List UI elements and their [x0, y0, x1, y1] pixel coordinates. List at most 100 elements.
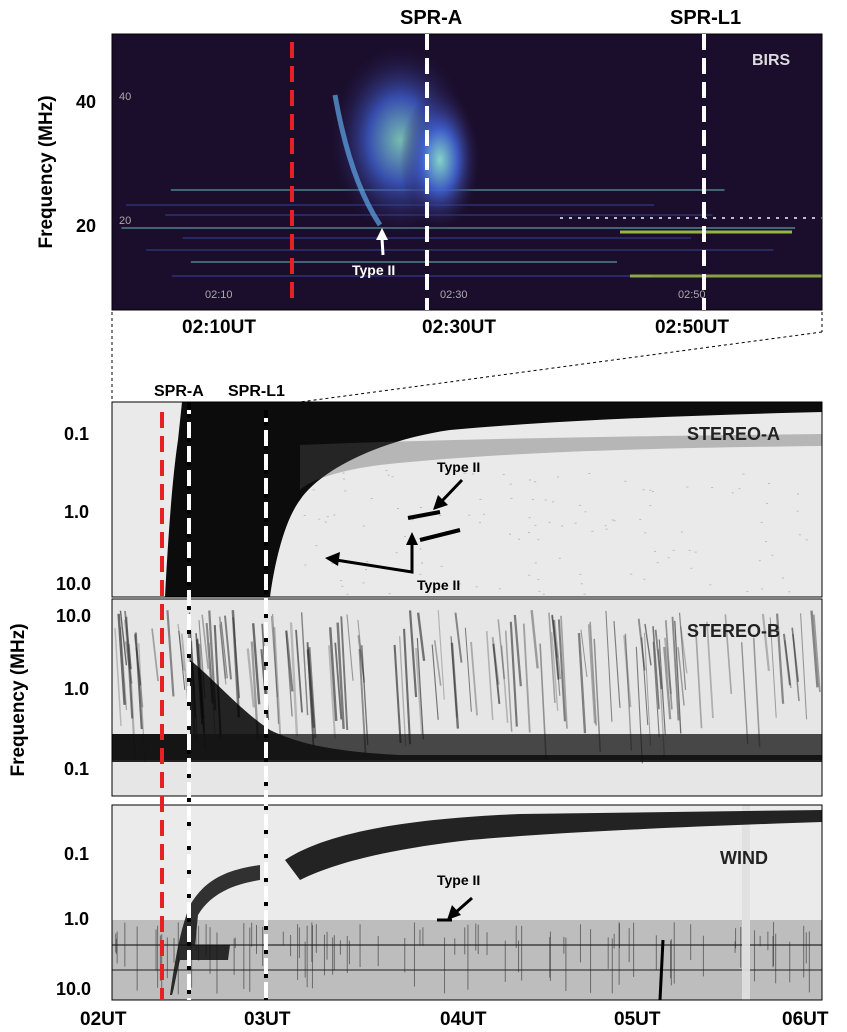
wind-data-gap	[742, 805, 750, 1000]
stereo-b-streak	[550, 631, 559, 711]
birs-inner-0250: 02:50	[678, 289, 706, 301]
stereo-b-streak	[800, 613, 808, 720]
stereo-b-streak	[665, 620, 673, 710]
stereo-a-speck	[385, 470, 388, 472]
stereo-a-speck	[440, 565, 443, 567]
wind-type-ii-arrow	[447, 896, 473, 920]
birs-xtick-0210: 02:10UT	[182, 317, 256, 338]
stereo-b-streak	[289, 622, 299, 737]
xtick-03ut: 03UT	[244, 1009, 291, 1030]
stereo-a-speck	[315, 545, 318, 547]
stereo-b-streak	[513, 614, 522, 687]
stereo-b-ytick-10: 1.0	[64, 679, 89, 699]
stereo-a-speck	[475, 586, 478, 588]
stereo-a-speck	[537, 539, 540, 541]
stereo-a-speck	[644, 532, 647, 534]
stereo-b-streak	[553, 620, 561, 696]
stereo-b-streak	[593, 638, 601, 753]
stereo-b-streak	[306, 642, 315, 748]
birs-inner-0210: 02:10	[205, 289, 233, 301]
stereo-a-speck	[796, 510, 799, 512]
birs-inner-0230: 02:30	[440, 289, 468, 301]
stereo-a-speck	[766, 503, 769, 505]
stereo-a-ytick-100: 10.0	[56, 574, 91, 594]
stereo-a-speck	[556, 476, 559, 478]
stereo-b-streak	[220, 621, 228, 679]
stereo-b-streak	[775, 613, 785, 704]
birs-inner-40: 40	[119, 91, 131, 103]
stereo-a-speck	[527, 531, 530, 533]
stereo-b-streak	[784, 640, 792, 689]
stereo-a-speck	[544, 499, 547, 501]
stereo-a-speck	[424, 580, 427, 582]
stereo-a-speck	[686, 486, 689, 488]
stereo-b-streak	[232, 617, 241, 699]
stereo-b-streak	[522, 623, 531, 733]
stereo-b-streak	[252, 623, 261, 705]
stereo-b-streak	[224, 615, 232, 680]
stereo-a-speck	[542, 593, 545, 595]
stereo-a-speck	[761, 588, 764, 590]
stereo-b-streak	[133, 634, 142, 686]
stereo-b-streak	[782, 633, 791, 686]
stereo-b-streak	[271, 614, 280, 724]
stereo-a-speck	[760, 521, 763, 523]
stereo-a-speck	[579, 573, 582, 575]
stereo-a-speck	[528, 479, 531, 481]
stereo-b-streak	[497, 619, 506, 680]
stereo-b-streak	[114, 627, 122, 727]
stereo-b-streak	[551, 614, 560, 680]
stereo-b-panel: STEREO-B 10.0 1.0 0.1 Frequency (MHz)	[8, 598, 823, 797]
stereo-b-streak	[587, 624, 596, 724]
wind-dark-emission	[285, 810, 822, 880]
stereo-b-streak	[613, 621, 621, 708]
stereo-a-speck	[667, 557, 670, 559]
stereo-a-panel-label: STEREO-A	[687, 424, 780, 444]
stereo-a-speck	[333, 514, 336, 516]
stereo-b-streak	[580, 629, 588, 678]
stereo-a-speck	[365, 569, 368, 571]
stereo-a-speck	[583, 593, 586, 595]
stereo-a-speck	[680, 531, 683, 533]
stereo-b-streak	[548, 612, 556, 704]
birs-xtick-0230: 02:30UT	[422, 317, 496, 338]
stereo-a-ytick-10: 1.0	[64, 502, 89, 522]
stereo-b-streak	[791, 627, 800, 682]
wind-texture	[112, 805, 822, 1001]
wind-frame	[111, 804, 823, 1001]
stereo-b-streak	[740, 642, 749, 744]
stereo-b-streak	[454, 612, 463, 663]
stereo-b-streak	[246, 648, 255, 708]
stereo-a-speck	[479, 498, 482, 500]
stereo-b-streak	[273, 626, 282, 738]
stereo-b-streak	[530, 610, 539, 669]
stereo-a-speck	[558, 557, 561, 559]
stereo-b-dark-band	[112, 734, 822, 760]
stereo-b-streak	[336, 622, 345, 729]
stereo-b-streak	[328, 645, 337, 739]
stereo-b-streak	[769, 617, 777, 718]
stereo-a-speck	[312, 489, 315, 491]
stereo-a-speck	[531, 499, 534, 501]
birs-ytick-20: 20	[76, 216, 96, 236]
stereo-a-speck	[326, 516, 329, 518]
stereo-b-streak	[270, 616, 278, 697]
stereo-b-streak	[810, 610, 819, 688]
stereo-a-speck	[341, 585, 344, 587]
stereo-a-speck	[509, 533, 512, 535]
stereo-a-speck	[548, 521, 551, 523]
stereo-a-speck	[395, 552, 398, 554]
stereo-a-speck	[438, 589, 441, 591]
stereo-a-speck	[690, 567, 693, 569]
stereo-a-speck	[561, 525, 564, 527]
shared-ylabel: Frequency (MHz)	[8, 623, 29, 776]
stereo-a-speck	[672, 549, 675, 551]
stereo-b-streak	[334, 642, 343, 720]
stereo-a-speck	[694, 551, 697, 553]
stereo-b-streak	[219, 624, 227, 685]
stereo-b-frame	[111, 598, 823, 797]
stereo-b-streak	[663, 637, 672, 694]
stereo-b-streak	[416, 638, 424, 740]
stereo-a-speck	[498, 588, 501, 590]
stereo-a-speck	[771, 554, 774, 556]
